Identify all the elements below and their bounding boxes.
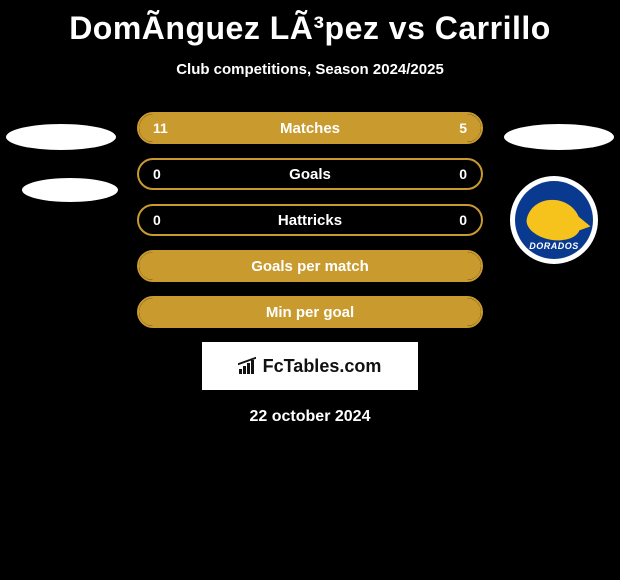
source-badge[interactable]: FcTables.com bbox=[202, 342, 418, 390]
snapshot-date: 22 october 2024 bbox=[0, 408, 620, 426]
page-title: DomÃ­nguez LÃ³pez vs Carrillo bbox=[0, 0, 620, 47]
stat-value-left: 11 bbox=[153, 120, 168, 136]
stat-label: Hattricks bbox=[278, 212, 342, 229]
stat-value-left: 0 bbox=[153, 166, 161, 182]
page-subtitle: Club competitions, Season 2024/2025 bbox=[0, 61, 620, 78]
stat-value-left: 0 bbox=[153, 212, 161, 228]
team-logo-right: DORADOS bbox=[510, 176, 598, 264]
source-badge-text: FcTables.com bbox=[263, 356, 382, 377]
stat-row-matches: 11 Matches 5 bbox=[137, 112, 483, 144]
team-logo-label: DORADOS bbox=[515, 241, 593, 251]
stat-row-goals-per-match: Goals per match bbox=[137, 250, 483, 282]
bar-chart-icon bbox=[239, 358, 257, 374]
stat-row-min-per-goal: Min per goal bbox=[137, 296, 483, 328]
stat-label: Goals per match bbox=[251, 258, 369, 275]
stat-label: Matches bbox=[280, 120, 340, 137]
stat-value-right: 0 bbox=[459, 166, 467, 182]
player-left-placeholder-2 bbox=[22, 178, 118, 202]
player-left-placeholder-1 bbox=[6, 124, 116, 150]
stat-value-right: 0 bbox=[459, 212, 467, 228]
stat-row-hattricks: 0 Hattricks 0 bbox=[137, 204, 483, 236]
stat-value-right: 5 bbox=[459, 120, 467, 136]
stat-label: Min per goal bbox=[266, 304, 354, 321]
stat-label: Goals bbox=[289, 166, 331, 183]
fish-icon bbox=[524, 196, 584, 245]
player-right-placeholder-1 bbox=[504, 124, 614, 150]
stat-row-goals: 0 Goals 0 bbox=[137, 158, 483, 190]
